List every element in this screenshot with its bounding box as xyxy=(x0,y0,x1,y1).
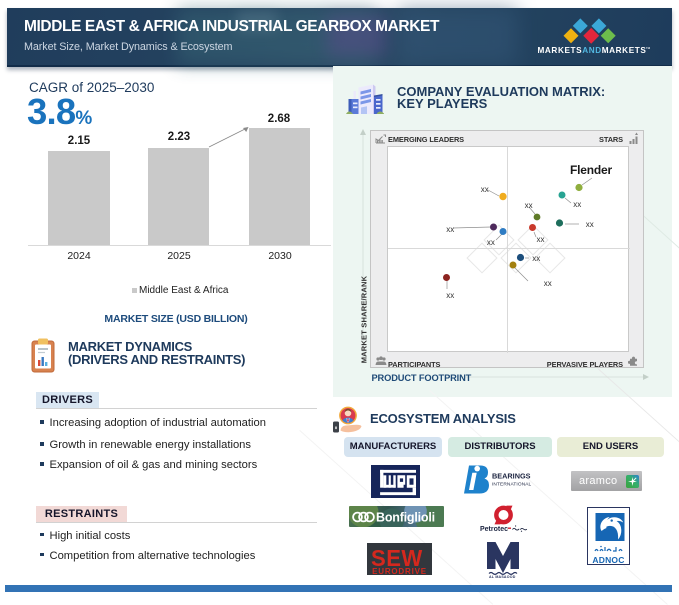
svg-text:BEARINGS: BEARINGS xyxy=(492,472,531,481)
svg-text:Petrotec: Petrotec xyxy=(480,526,508,533)
svg-text:MARKETSANDMARKETS: MARKETSANDMARKETS xyxy=(538,46,647,55)
svg-text:AL MASAOOD: AL MASAOOD xyxy=(489,575,516,578)
svg-text:Bonfiglioli: Bonfiglioli xyxy=(376,511,435,525)
svg-text:™: ™ xyxy=(646,47,651,53)
svg-text:INTERNATIONAL: INTERNATIONAL xyxy=(492,482,532,488)
